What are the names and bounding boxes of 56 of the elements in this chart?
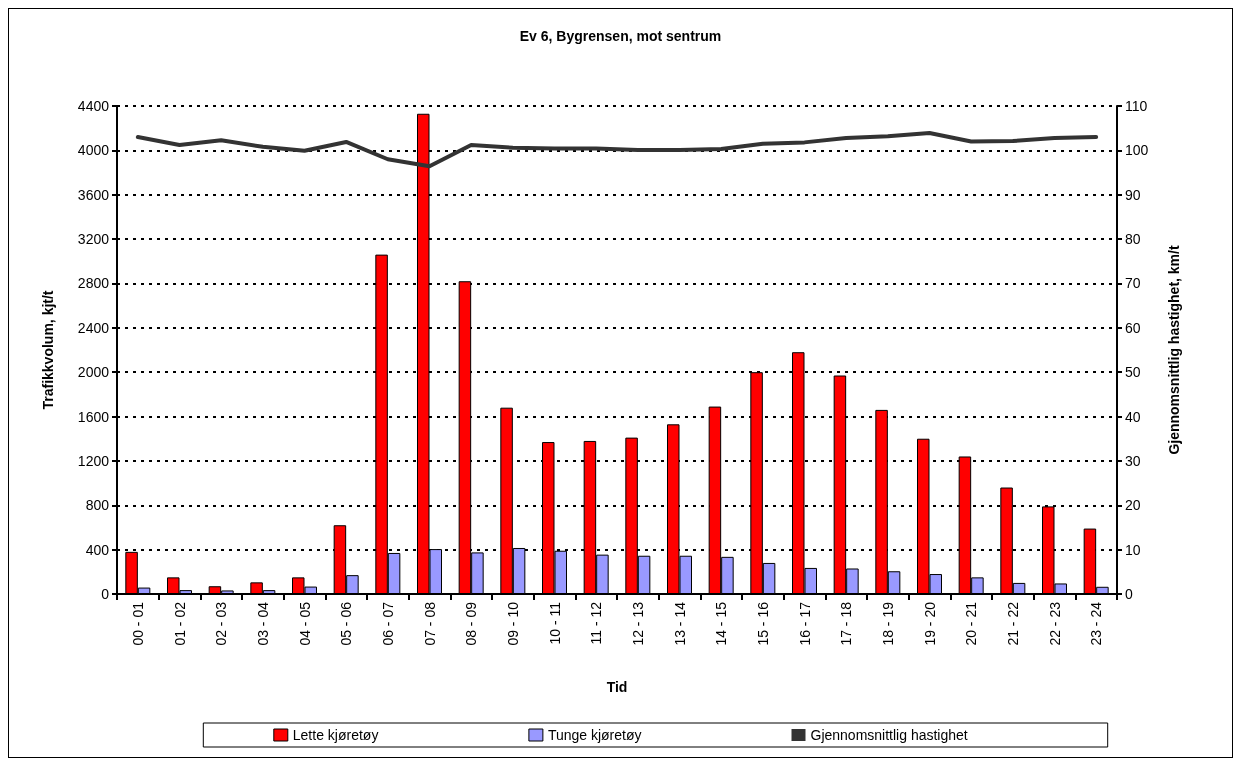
y-tick-label: 0 bbox=[101, 586, 110, 602]
x-tick-label: 13 - 14 bbox=[671, 601, 688, 646]
x-tick-label: 08 - 09 bbox=[463, 601, 480, 646]
x-tick-label: 01 - 02 bbox=[171, 601, 188, 646]
y-tick-label: 1600 bbox=[77, 408, 110, 425]
x-tick-label: 07 - 08 bbox=[421, 601, 438, 646]
y-axis-title: Trafikkvolum, kjt/t bbox=[40, 290, 56, 410]
x-tick-label: 22 - 23 bbox=[1046, 601, 1063, 646]
legend-label: Lette kjøretøy bbox=[292, 727, 379, 743]
x-tick-label: 20 - 21 bbox=[963, 601, 980, 646]
y2-tick-label: 0 bbox=[1125, 586, 1133, 602]
line-series bbox=[135, 131, 1099, 169]
x-tick-label: 21 - 22 bbox=[1004, 601, 1021, 646]
y-tick-label: 4000 bbox=[77, 142, 110, 159]
legend-label: Tunge kjøretøy bbox=[547, 727, 642, 743]
y2-tick-label: 100 bbox=[1125, 142, 1149, 159]
x-tick-label: 06 - 07 bbox=[379, 601, 396, 646]
y2-tick-label: 30 bbox=[1125, 452, 1141, 469]
y-tick-label: 4400 bbox=[77, 98, 110, 114]
x-tick-label: 03 - 04 bbox=[254, 601, 271, 646]
x-axis-title: Tid bbox=[606, 679, 628, 695]
y2-tick-label: 10 bbox=[1125, 541, 1141, 558]
x-tick-label: 16 - 17 bbox=[796, 601, 813, 646]
y-tick-label: 2800 bbox=[77, 275, 110, 292]
y-tick-label: 400 bbox=[85, 541, 110, 558]
x-tick-label: 23 - 24 bbox=[1088, 601, 1105, 646]
y-tick-label: 3200 bbox=[77, 231, 110, 248]
x-tick-label: 18 - 19 bbox=[879, 601, 896, 646]
y-tick-label: 1200 bbox=[77, 452, 110, 469]
y2-tick-label: 60 bbox=[1125, 319, 1141, 336]
x-tick-label: 17 - 18 bbox=[838, 601, 855, 646]
y2-tick-label: 80 bbox=[1125, 231, 1141, 248]
x-tick-label: 12 - 13 bbox=[629, 601, 646, 646]
y2-tick-label: 40 bbox=[1125, 408, 1141, 425]
x-tick-label: 15 - 16 bbox=[754, 601, 771, 646]
x-tick-label: 10 - 11 bbox=[546, 601, 563, 645]
y-tick-label: 800 bbox=[85, 497, 110, 514]
x-tick-label: 05 - 06 bbox=[338, 601, 355, 646]
y-tick-label: 2000 bbox=[77, 364, 110, 381]
y2-axis-title: Gjennomsnittlig hastighet, km/t bbox=[1166, 245, 1182, 455]
y2-tick-label: 110 bbox=[1125, 98, 1148, 114]
y2-tick-label: 90 bbox=[1125, 186, 1141, 203]
y2-tick-label: 20 bbox=[1125, 497, 1141, 514]
y2-tick-label: 50 bbox=[1125, 364, 1141, 381]
chart-title: Ev 6, Bygrensen, mot sentrum bbox=[519, 28, 722, 44]
x-tick-label: 14 - 15 bbox=[713, 601, 730, 646]
y2-tick-label: 70 bbox=[1125, 275, 1141, 292]
y-tick-label: 2400 bbox=[77, 319, 110, 336]
x-tick-label: 19 - 20 bbox=[921, 601, 938, 646]
y-tick-label: 3600 bbox=[77, 186, 110, 203]
x-tick-label: 04 - 05 bbox=[296, 601, 313, 646]
x-tick-label: 09 - 10 bbox=[504, 601, 521, 646]
x-tick-label: 02 - 03 bbox=[213, 601, 230, 646]
x-tick-label: 00 - 01 bbox=[129, 601, 146, 646]
legend-label: Gjennomsnittlig hastighet bbox=[810, 727, 968, 743]
x-tick-label: 11 - 12 bbox=[588, 601, 605, 645]
